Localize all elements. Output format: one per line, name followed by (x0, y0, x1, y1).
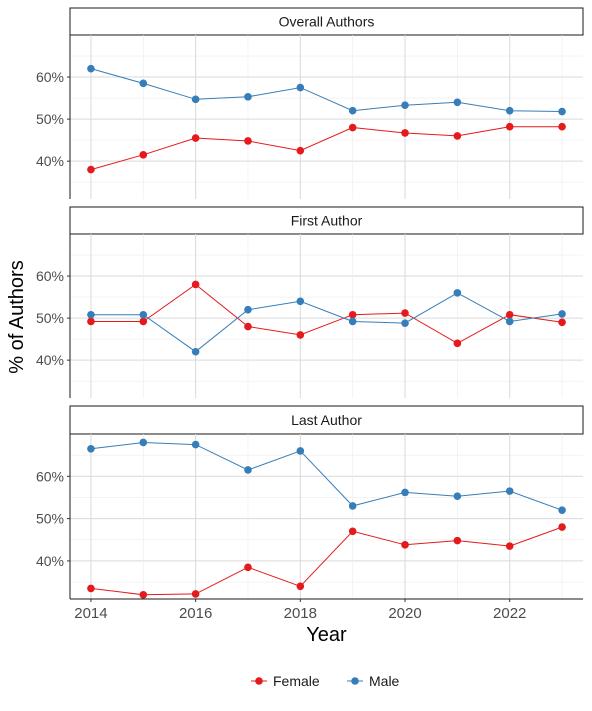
series-line-male (90, 68, 563, 112)
y-axis-title: % of Authors (6, 260, 28, 373)
y-tick-label: 60% (36, 69, 64, 85)
panel-grid (70, 35, 583, 199)
data-point-male (348, 106, 357, 115)
series-line-male (90, 441, 563, 511)
panel-strip (69, 206, 584, 235)
data-point-male (453, 492, 462, 500)
data-point-female (296, 582, 305, 591)
series-line-female (90, 526, 563, 596)
x-axis-title: Year (306, 624, 347, 646)
y-tick-label: 50% (36, 111, 64, 127)
y-tick-label: 60% (36, 268, 64, 284)
data-point-female (296, 331, 305, 339)
data-point-female (87, 317, 95, 326)
panel-title: First Author (291, 213, 363, 229)
data-point-female (348, 123, 357, 132)
legend-label: Female (273, 673, 320, 689)
data-point-female (191, 134, 200, 142)
legend-label: Male (369, 673, 400, 689)
data-point-female (244, 137, 252, 145)
data-point-male (505, 317, 514, 326)
data-point-male (296, 83, 305, 92)
data-point-female (453, 132, 462, 140)
data-point-female (401, 129, 409, 137)
data-point-male (401, 101, 409, 110)
data-point-male (558, 506, 566, 514)
data-point-male (139, 438, 148, 447)
y-tick-label: 40% (36, 153, 64, 169)
panel-strip (69, 7, 584, 36)
panel-title: Overall Authors (279, 14, 375, 30)
data-point-female (244, 563, 252, 572)
data-point-male (348, 317, 357, 326)
x-tick-label: 2020 (388, 605, 421, 622)
data-point-male (453, 289, 462, 297)
data-point-male (244, 93, 252, 101)
data-point-male (139, 310, 148, 319)
data-point-male (244, 466, 252, 474)
data-point-male (401, 319, 409, 327)
data-point-male (558, 310, 566, 318)
panel-grid (70, 234, 583, 398)
data-point-male (191, 440, 200, 449)
data-point-female (191, 590, 200, 598)
data-point-female (296, 146, 305, 155)
panel-title: Last Author (291, 412, 362, 428)
legend-key-point (255, 677, 263, 685)
data-point-male (87, 64, 95, 73)
legend: Female Male (251, 673, 400, 689)
y-tick-label: 50% (36, 310, 64, 326)
data-point-female (87, 584, 95, 593)
data-point-male (505, 487, 514, 495)
series-line-female (90, 126, 563, 171)
data-point-male (296, 447, 305, 455)
data-point-male (191, 347, 200, 356)
data-point-female (191, 280, 200, 289)
data-point-male (244, 305, 252, 314)
x-tick-label: 2014 (74, 605, 107, 622)
y-tick-label: 40% (36, 553, 64, 569)
series-line-female (90, 283, 563, 344)
data-point-female (401, 309, 409, 317)
data-point-female (401, 541, 409, 549)
data-point-female (505, 310, 514, 319)
x-tick-label: 2022 (493, 605, 526, 622)
data-point-female (348, 310, 357, 319)
x-tick-label: 2016 (179, 605, 212, 622)
data-point-male (401, 488, 409, 497)
data-point-female (139, 317, 148, 326)
data-point-female (453, 339, 462, 348)
data-point-female (453, 536, 462, 545)
data-point-male (87, 445, 95, 453)
series-line-male (90, 292, 563, 353)
data-point-male (348, 502, 357, 510)
data-point-female (87, 165, 95, 174)
panel-strip (69, 405, 584, 435)
x-tick-label: 2018 (284, 605, 317, 622)
y-tick-label: 50% (36, 511, 64, 527)
data-point-male (453, 98, 462, 107)
panel-grid (70, 434, 583, 599)
data-point-male (191, 95, 200, 104)
data-point-female (348, 527, 357, 536)
data-point-female (558, 122, 566, 131)
data-point-female (558, 318, 566, 327)
data-point-female (139, 151, 148, 159)
data-point-male (505, 106, 514, 115)
data-point-female (505, 542, 514, 550)
data-point-male (558, 107, 566, 116)
legend-key-point (351, 677, 359, 685)
data-point-female (139, 590, 148, 599)
data-point-female (244, 322, 252, 331)
data-point-male (139, 79, 148, 88)
data-point-male (87, 310, 95, 319)
y-tick-label: 40% (36, 352, 64, 368)
data-point-female (558, 523, 566, 531)
y-tick-label: 60% (36, 468, 64, 484)
data-point-female (505, 122, 514, 131)
data-point-male (296, 297, 305, 306)
